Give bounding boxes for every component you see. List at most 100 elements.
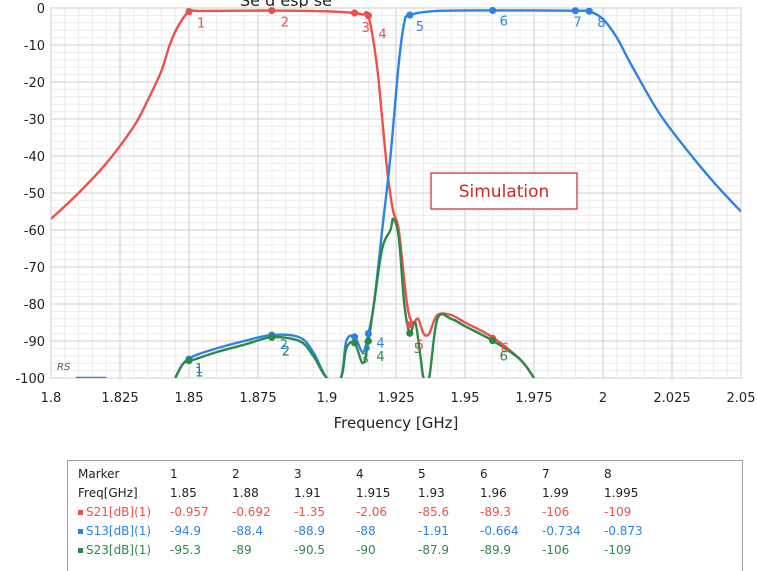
y-tick-label: -40 [24, 150, 45, 165]
table-row: Marker 1 2 3 4 5 6 7 8 [78, 464, 666, 483]
table-cell: 3 [294, 466, 302, 481]
table-cell: -89 [232, 542, 252, 557]
table-cell: -0.873 [604, 523, 643, 538]
x-tick-label: 1.925 [377, 391, 414, 406]
marker-point [571, 7, 580, 15]
table-cell: 1.99 [542, 485, 569, 500]
grid-lines [50, 7, 742, 379]
x-tick-label: 1.825 [101, 391, 138, 406]
marker-point [406, 329, 414, 337]
y-tick-label: -90 [24, 335, 45, 350]
marker-label: 4 [376, 337, 384, 352]
table-row-header: S23[dB](1) [78, 540, 170, 559]
x-tick-label: 2.05 [727, 391, 756, 406]
table-cell: 1.85 [170, 485, 197, 500]
series-swatch [78, 547, 83, 553]
marker-label: 4 [376, 350, 384, 365]
chart-title-fragment: Se d esp se [240, 0, 332, 10]
table-cell: 6 [480, 466, 488, 481]
marker-point [489, 337, 497, 345]
table-row-header: Freq[GHz] [78, 485, 138, 500]
table-cell: 4 [356, 466, 364, 481]
table-cell: -90.5 [294, 542, 326, 557]
table-cell: -87.9 [418, 542, 450, 557]
table-cell: -106 [542, 542, 570, 557]
table-row-header: S13[dB](1) [78, 521, 170, 540]
marker-point [364, 330, 372, 338]
marker-label: 7 [573, 16, 581, 31]
x-axis-ticks: 1.8 1.825 1.85 1.875 1.9 1.925 1.95 1.975 2 2.025… [41, 391, 756, 406]
table-cell: -0.692 [232, 504, 271, 519]
marker-point [185, 357, 193, 365]
y-tick-label: -20 [24, 76, 45, 91]
table-cell: 1 [170, 466, 178, 481]
table-cell: -1.35 [294, 504, 326, 519]
y-tick-label: -70 [24, 261, 45, 276]
marker-point [364, 337, 372, 345]
table-cell: -88.9 [294, 523, 326, 538]
x-tick-label: 1.8 [41, 391, 62, 406]
sparameter-chart: Se d esp se 0 -10 -20 -30 -40 -50 -60 -70 -80 -90… [15, 0, 756, 432]
table-cell: -89.3 [480, 504, 512, 519]
y-axis-ticks: 0 -10 -20 -30 -40 -50 -60 -70 -80 -90 -100 [15, 2, 45, 387]
table-cell: 1.995 [604, 485, 639, 500]
table-row: S13[dB](1) -94.9 -88.4 -88.9 -88 -1.91 -0.664 -… [78, 521, 666, 540]
marker-point [268, 6, 276, 15]
table-cell: 1.93 [418, 485, 445, 500]
marker-point [268, 333, 276, 341]
simulation-annotation: Simulation [459, 182, 550, 202]
table-cell: 7 [542, 466, 550, 481]
marker-label: 1 [197, 17, 205, 32]
marker-label: 5 [416, 339, 424, 354]
marker-point [406, 321, 414, 329]
y-tick-label: -50 [24, 187, 45, 202]
marker-label: 2 [280, 338, 288, 353]
rs-corner-label: RS [57, 362, 71, 373]
table-row-header: S21[dB](1) [78, 502, 170, 521]
marker-point [585, 7, 593, 15]
y-tick-label: -100 [15, 372, 45, 387]
marker-label: 2 [281, 16, 289, 31]
x-tick-label: 1.875 [239, 391, 276, 406]
table-cell: -88.4 [232, 523, 264, 538]
marker-point [185, 7, 193, 16]
marker-label: 6 [501, 341, 509, 356]
x-tick-label: 2.025 [653, 391, 690, 406]
marker-label: 1 [195, 366, 203, 381]
table-cell: -89.9 [480, 542, 512, 557]
table-cell: -1.91 [418, 523, 450, 538]
table-cell: 5 [418, 466, 426, 481]
x-tick-label: 1.975 [515, 391, 552, 406]
series-swatch [78, 509, 83, 515]
table-cell: -95.3 [170, 542, 202, 557]
table-cell: -109 [604, 542, 632, 557]
x-axis-label: Frequency [GHz] [334, 414, 459, 432]
table-cell: -88 [356, 523, 376, 538]
table-cell: -94.9 [170, 523, 202, 538]
table-row: S23[dB](1) -95.3 -89 -90.5 -90 -87.9 -89.9 -106… [78, 540, 666, 559]
marker-label: 3 [362, 21, 370, 36]
simulation-annotation-box [430, 172, 578, 210]
marker-label: 5 [414, 342, 422, 357]
marker-label: 1 [195, 362, 203, 377]
table-cell: 2 [232, 466, 240, 481]
table-row: Freq[GHz] 1.85 1.88 1.91 1.915 1.93 1.96 1.99 1.… [78, 483, 666, 502]
y-tick-label: -80 [24, 298, 45, 313]
marker-label: 4 [378, 28, 386, 43]
table-row: S21[dB](1) -0.957 -0.692 -1.35 -2.06 -85.6 -89… [78, 502, 666, 521]
marker-label: 3 [363, 340, 371, 355]
marker-point [351, 339, 359, 347]
table-cell: -0.664 [480, 523, 519, 538]
y-tick-label: -60 [24, 224, 45, 239]
marker-label: 3 [361, 352, 369, 367]
table-cell: -106 [542, 504, 570, 519]
table-cell: -85.6 [418, 504, 450, 519]
marker-label: 5 [416, 20, 424, 35]
y-tick-label: 0 [37, 2, 45, 17]
table-cell: 1.91 [294, 485, 321, 500]
marker-point [351, 333, 359, 341]
x-tick-label: 1.95 [451, 391, 480, 406]
x-tick-label: 1.9 [317, 391, 338, 406]
marker-point [351, 9, 359, 17]
marker-label: 6 [500, 14, 508, 29]
